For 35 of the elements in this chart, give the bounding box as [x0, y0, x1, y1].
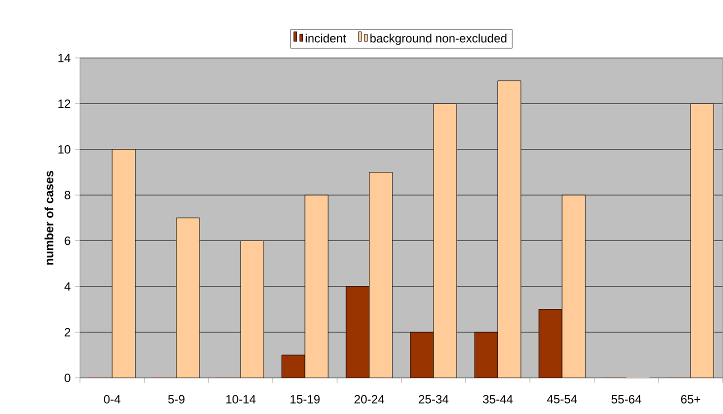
legend-label: incident — [306, 34, 346, 43]
x-tick-label: 15-19 — [290, 395, 320, 404]
y-tick-label: 4 — [64, 282, 70, 291]
x-tick-label: 0-4 — [104, 395, 120, 404]
y-tick-label: 2 — [64, 328, 70, 336]
bar — [498, 80, 522, 378]
bar — [410, 332, 434, 378]
bar — [562, 194, 586, 378]
y-tick-label: 8 — [64, 190, 70, 200]
bar — [433, 104, 457, 378]
y-axis-title: number of cases — [44, 171, 54, 265]
bar — [240, 240, 264, 378]
x-tick-label: 55-64 — [612, 395, 642, 404]
x-tick-label: 20-24 — [354, 395, 384, 404]
bar — [474, 332, 498, 378]
bar — [112, 149, 136, 378]
x-tick-label: 45-54 — [547, 395, 577, 404]
x-tick-label: 25-34 — [418, 395, 448, 404]
x-tick-label: 10-14 — [226, 395, 256, 404]
y-tick-label: 12 — [58, 100, 70, 108]
legend-label: background non-excluded — [370, 34, 506, 45]
bar — [368, 172, 393, 378]
y-tick-label: 14 — [58, 54, 70, 62]
x-tick-label: 5-9 — [168, 395, 184, 404]
bar — [690, 104, 714, 378]
y-tick-label: 10 — [58, 145, 70, 154]
bar — [176, 218, 200, 378]
x-tick-label: 35-44 — [482, 395, 513, 404]
bar — [304, 194, 328, 378]
bar — [538, 309, 562, 378]
y-tick-label: 6 — [64, 236, 70, 246]
x-tick-label: 65+ — [681, 395, 700, 404]
y-tick-label: 0 — [64, 374, 70, 382]
bar — [346, 286, 370, 378]
bar — [282, 354, 306, 378]
